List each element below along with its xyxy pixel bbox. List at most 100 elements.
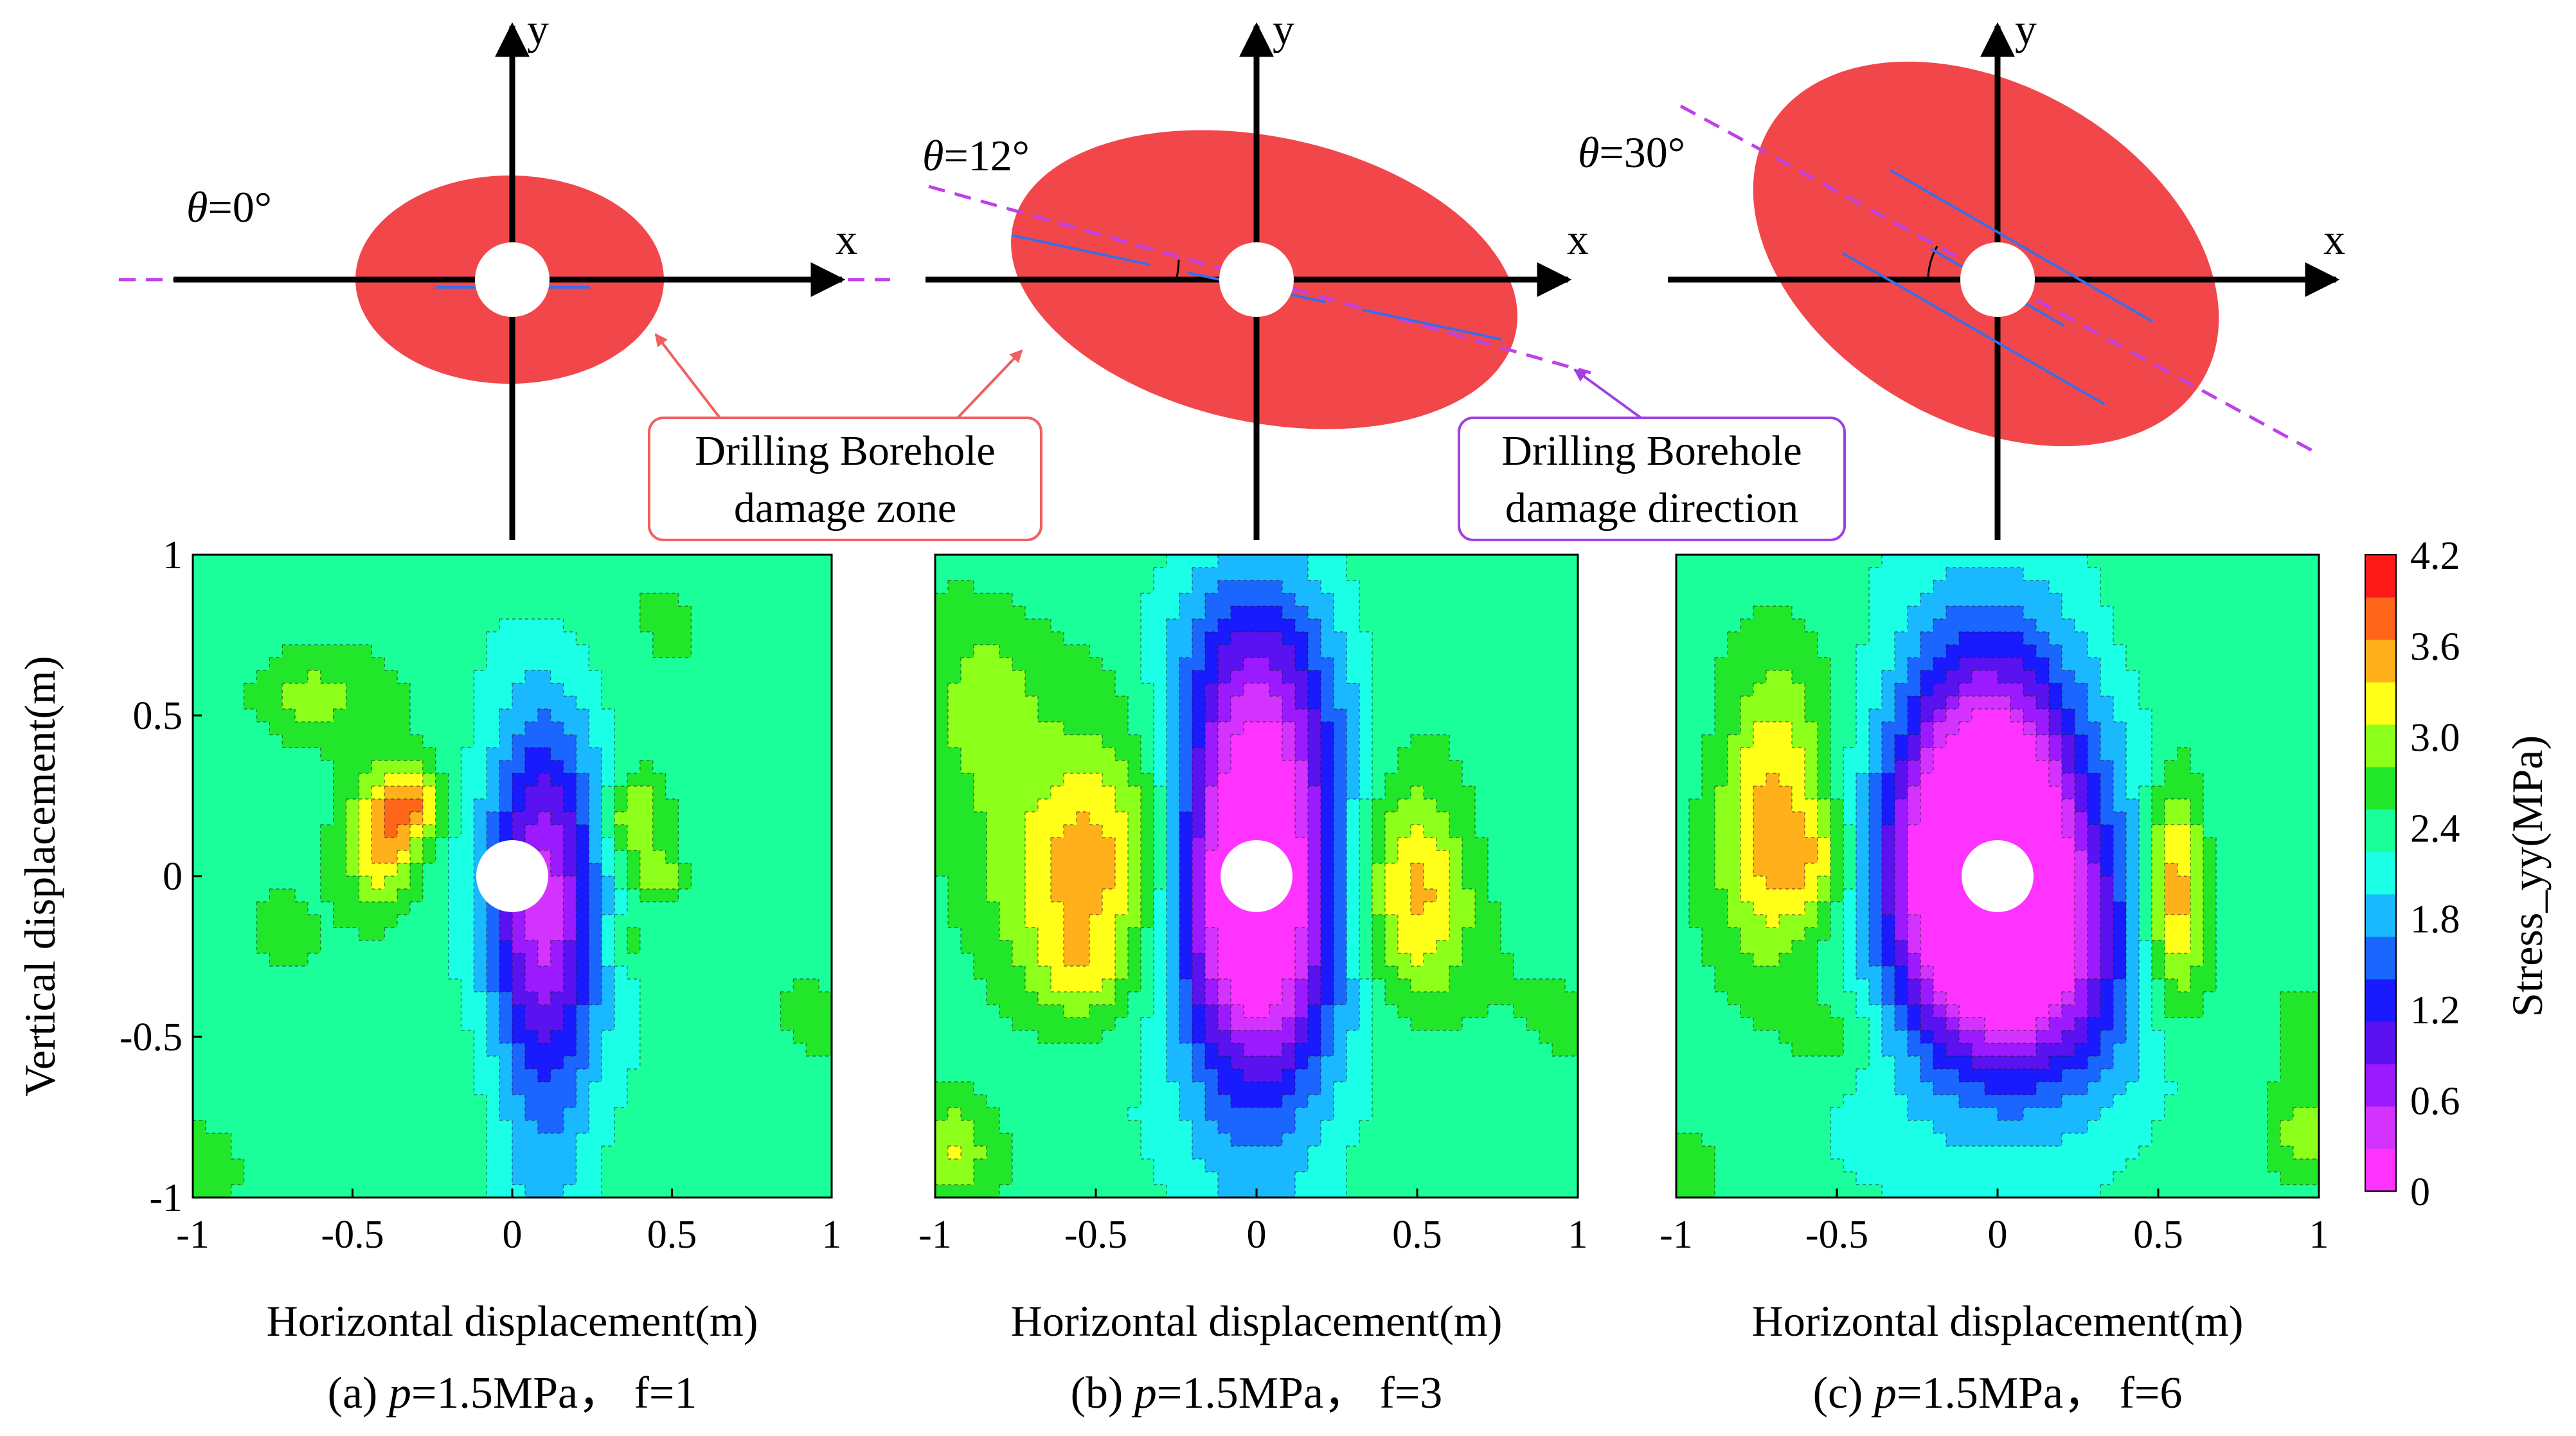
contour-cell — [333, 799, 347, 812]
contour-cell — [1308, 760, 1321, 774]
contour-cell — [1475, 1146, 1489, 1160]
contour-cell — [767, 863, 782, 877]
contour-cell — [1308, 593, 1321, 607]
contour-cell — [1192, 593, 1206, 607]
contour-cell — [614, 722, 628, 735]
contour-cell — [1102, 940, 1116, 954]
contour-cell — [1115, 825, 1129, 838]
contour-cell — [1346, 1018, 1360, 1031]
contour-cell — [1025, 915, 1039, 928]
contour-cell — [1269, 799, 1283, 812]
contour-cell — [640, 799, 654, 812]
contour-cell — [987, 1030, 1000, 1044]
contour-cell — [1179, 709, 1193, 722]
contour-cell — [652, 1120, 666, 1134]
contour-cell — [793, 1043, 807, 1057]
contour-cell — [320, 786, 334, 800]
contour-cell — [576, 722, 589, 735]
contour-cell — [1257, 645, 1270, 658]
contour-cell — [665, 670, 679, 684]
contour-cell — [218, 658, 232, 671]
contour-cell — [461, 645, 474, 658]
contour-cell — [1488, 850, 1501, 864]
contour-cell — [422, 683, 436, 697]
contour-cell — [767, 606, 782, 620]
contour-cell — [333, 825, 347, 838]
contour-cell — [1449, 992, 1463, 1005]
contour-cell — [614, 1185, 628, 1198]
contour-cell — [1552, 902, 1566, 915]
contour-cell — [1295, 902, 1309, 915]
contour-cell — [1141, 838, 1154, 851]
contour-cell — [1488, 709, 1501, 722]
contour-cell — [1218, 735, 1231, 748]
contour-cell — [295, 696, 309, 710]
contour-cell — [948, 786, 962, 800]
contour-cell — [589, 1095, 602, 1108]
contour-cell — [1385, 863, 1399, 877]
contour-cell — [961, 953, 974, 967]
contour-cell — [371, 1005, 385, 1018]
contour-cell — [806, 606, 819, 620]
contour-cell — [755, 1030, 769, 1044]
contour-cell — [1475, 722, 1489, 735]
contour-cell — [1282, 979, 1296, 992]
contour-cell — [218, 928, 232, 941]
contour-cell — [218, 902, 232, 915]
contour-cell — [1257, 1082, 1270, 1095]
contour-cell — [1295, 940, 1309, 954]
contour-cell — [1308, 799, 1321, 812]
contour-cell — [461, 1082, 474, 1095]
contour-cell — [295, 1146, 309, 1160]
contour-cell — [806, 1056, 819, 1070]
contour-cell — [1295, 632, 1309, 645]
contour-cell — [614, 555, 628, 568]
contour-cell — [1089, 670, 1103, 684]
contour-cell — [780, 966, 794, 980]
contour-cell — [1154, 658, 1167, 671]
contour-cell — [999, 838, 1013, 851]
contour-cell — [1038, 915, 1051, 928]
contour-cell — [307, 568, 321, 581]
contour-cell — [1321, 1159, 1334, 1172]
contour-cell — [961, 812, 974, 825]
contour-cell — [1334, 838, 1347, 851]
contour-cell — [678, 902, 692, 915]
contour-cell — [537, 1108, 551, 1121]
contour-cell — [1038, 876, 1051, 890]
contour-cell — [793, 876, 807, 890]
contour-cell — [640, 1159, 654, 1172]
contour-cell — [1205, 748, 1219, 761]
contour-cell — [987, 773, 1000, 787]
contour-cell — [409, 1146, 424, 1160]
contour-cell — [371, 658, 385, 671]
contour-cell — [193, 670, 206, 684]
contour-cell — [384, 838, 398, 851]
contour-cell — [1128, 825, 1141, 838]
contour-cell — [1411, 1030, 1424, 1044]
contour-cell — [1321, 786, 1334, 800]
contour-cell — [1218, 1146, 1231, 1160]
contour-cell — [1539, 1056, 1553, 1070]
contour-cell — [1141, 953, 1154, 967]
contour-cell — [1334, 1069, 1347, 1082]
contour-cell — [1269, 735, 1283, 748]
contour-cell — [729, 966, 743, 980]
contour-cell — [614, 979, 628, 992]
contour-cell — [1526, 992, 1540, 1005]
contour-cell — [1462, 593, 1476, 607]
contour-cell — [1128, 619, 1141, 633]
contour-cell — [1372, 670, 1386, 684]
contour-cell — [295, 1069, 309, 1082]
contour-cell — [1102, 1120, 1116, 1134]
contour-cell — [244, 1043, 257, 1057]
contour-cell — [256, 863, 270, 877]
contour-cell — [948, 683, 962, 697]
contour-cell — [678, 555, 692, 568]
contour-cell — [704, 632, 717, 645]
contour-cell — [742, 786, 756, 800]
contour-cell — [1205, 568, 1219, 581]
contour-cell — [1128, 1159, 1141, 1172]
contour-cell — [974, 928, 987, 941]
contour-cell — [742, 902, 756, 915]
